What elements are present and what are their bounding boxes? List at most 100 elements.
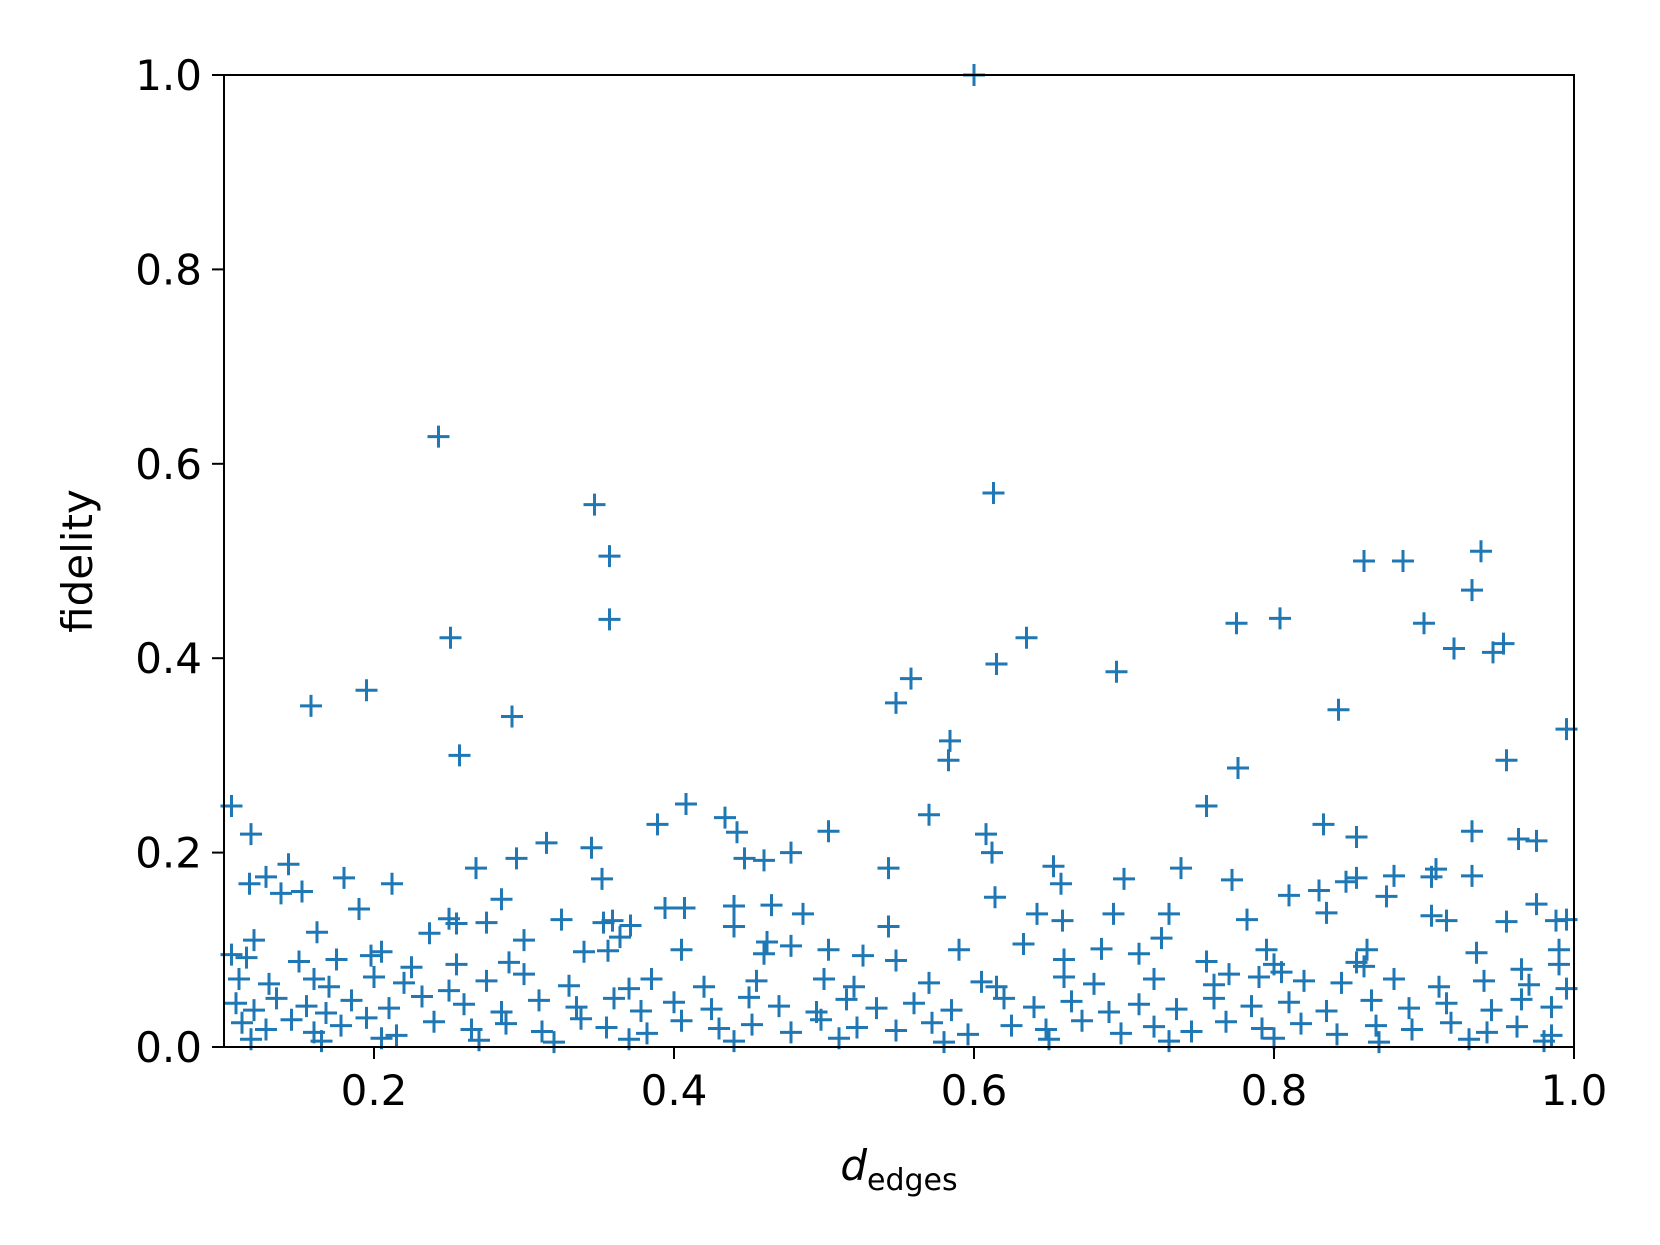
data-point — [982, 481, 1005, 504]
data-point — [792, 902, 814, 925]
data-point — [738, 986, 760, 1009]
data-point — [1335, 870, 1357, 893]
data-point — [921, 1011, 943, 1034]
data-point — [393, 971, 415, 994]
data-point — [1143, 1015, 1165, 1038]
data-point — [780, 1021, 802, 1044]
data-point — [817, 820, 840, 843]
data-point — [1440, 1011, 1462, 1034]
data-point — [1150, 927, 1173, 950]
x-tick-label: 0.4 — [641, 1066, 708, 1115]
data-point — [1278, 884, 1300, 907]
data-point — [1315, 901, 1338, 924]
data-point — [243, 929, 265, 952]
x-tick-label: 0.8 — [1241, 1066, 1308, 1115]
data-point — [885, 949, 907, 972]
data-point — [1083, 972, 1105, 995]
data-point — [418, 922, 441, 945]
data-point — [427, 425, 450, 448]
data-point — [817, 938, 840, 961]
data-point — [1435, 992, 1458, 1015]
data-point — [1098, 1001, 1120, 1024]
data-point — [1461, 579, 1483, 602]
data-point — [558, 974, 580, 997]
data-point — [370, 1027, 393, 1050]
data-point — [1195, 950, 1218, 973]
data-point — [1507, 827, 1530, 850]
data-point — [1248, 966, 1270, 989]
data-point — [531, 1020, 553, 1043]
x-tick-label: 0.6 — [941, 1066, 1008, 1115]
data-point — [295, 995, 318, 1018]
data-point — [423, 1010, 445, 1033]
data-point — [1413, 612, 1435, 635]
data-point — [1540, 996, 1563, 1019]
data-point — [1110, 1022, 1132, 1045]
data-point — [240, 823, 262, 846]
data-point — [1420, 865, 1443, 888]
data-point — [597, 939, 619, 962]
data-point — [550, 908, 573, 931]
data-point — [1270, 961, 1293, 984]
data-point — [1255, 938, 1278, 961]
data-point — [1221, 868, 1243, 891]
data-point — [1051, 909, 1074, 932]
data-point — [939, 729, 961, 752]
data-point — [1368, 1031, 1390, 1054]
data-point — [1050, 872, 1072, 895]
data-point — [1225, 612, 1248, 635]
data-point — [1128, 993, 1150, 1016]
data-point — [270, 882, 292, 905]
data-point — [1461, 820, 1483, 843]
data-point — [1053, 966, 1075, 989]
y-axis-label: fidelity — [53, 489, 102, 633]
data-point — [918, 803, 940, 826]
data-point — [1215, 1010, 1237, 1033]
data-point — [378, 997, 400, 1020]
data-point — [315, 1001, 337, 1024]
data-point — [303, 967, 325, 990]
data-point — [675, 793, 697, 815]
data-point — [1227, 757, 1249, 780]
data-point — [1263, 1027, 1285, 1050]
data-point — [439, 626, 462, 649]
y-tick-label: 0.4 — [135, 634, 202, 683]
data-point — [231, 1011, 253, 1034]
x-axis-ticks: 0.2 0.4 0.6 0.8 1.0 — [341, 1047, 1607, 1115]
data-point — [501, 705, 523, 728]
data-point — [780, 934, 802, 957]
data-point — [640, 967, 663, 990]
data-point — [1476, 1021, 1498, 1044]
data-point — [900, 667, 922, 690]
data-point — [505, 847, 528, 870]
data-point — [400, 956, 423, 979]
data-point — [411, 985, 433, 1008]
data-point — [1236, 908, 1258, 931]
data-point — [381, 872, 403, 895]
data-point — [957, 1023, 979, 1046]
data-point — [243, 999, 265, 1022]
data-point — [1353, 550, 1375, 572]
data-point — [933, 1031, 955, 1054]
data-point — [993, 987, 1015, 1010]
data-point — [741, 1013, 763, 1036]
data-point — [1195, 794, 1218, 817]
data-points — [220, 64, 1578, 1054]
data-point — [885, 691, 907, 714]
data-point — [1480, 999, 1503, 1022]
data-point — [465, 857, 487, 880]
data-point — [255, 865, 277, 888]
data-point — [355, 679, 378, 702]
data-point — [330, 1014, 352, 1037]
data-point — [1312, 813, 1335, 836]
data-point — [1180, 1020, 1203, 1043]
data-point — [981, 841, 1003, 864]
data-point — [1165, 998, 1188, 1021]
data-point — [1461, 864, 1483, 887]
data-point — [813, 967, 835, 990]
data-point — [310, 1030, 333, 1053]
data-point — [1251, 1017, 1273, 1040]
y-tick-label: 1.0 — [135, 51, 202, 100]
data-point — [291, 880, 313, 903]
